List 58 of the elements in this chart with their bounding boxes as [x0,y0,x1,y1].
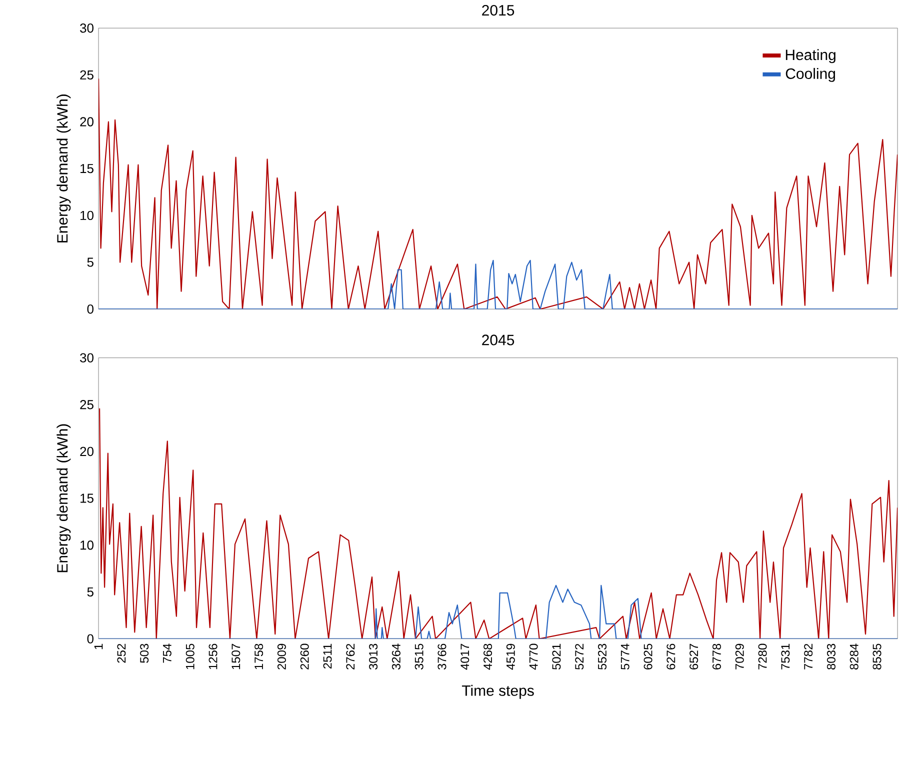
x-tick-label: 3766 [438,644,446,670]
y-tick-label: 5 [87,258,94,267]
y-tick-label: 5 [87,587,94,597]
x-tick-label: 1256 [208,644,218,670]
x-tick-label: 7280 [758,644,767,670]
x-tick-label: 8033 [826,644,836,670]
x-tick-label: 6527 [690,644,698,670]
x-tick-label: 754 [163,644,172,663]
x-tick-label: 1005 [186,644,194,670]
x-tick-label: 2260 [300,644,309,670]
y-tick-label: 30 [80,353,94,362]
x-tick-label: 4017 [460,644,470,670]
x-tick-label: 7531 [781,644,790,670]
x-tick-label: 1 [94,644,103,650]
x-tick-label: 6276 [666,644,676,670]
y-tick-label: 30 [80,23,94,33]
x-tick-label: 7029 [735,644,744,670]
x-tick-label: 503 [140,644,149,663]
x-tick-label: 4519 [506,644,515,670]
y-tick-label: 20 [80,117,94,126]
x-tick-label: 1758 [254,644,264,670]
y-axis-title: Energy demand (kWh) [56,424,71,572]
line-series [98,260,898,310]
x-tick-label: 3515 [414,644,424,670]
x-tick-label: 8284 [850,644,858,670]
x-tick-label: 2009 [277,644,286,670]
chart-title: 2045 [482,334,514,346]
x-tick-label: 6778 [712,644,721,670]
x-axis-title: Time steps [462,684,534,699]
y-tick-label: 20 [80,446,94,456]
x-tick-label: 6025 [644,644,652,670]
x-tick-label: 4770 [529,644,538,670]
x-tick-label: 4268 [484,644,492,670]
x-tick-label: 1507 [232,644,240,670]
x-tick-label: 5523 [598,644,606,670]
y-tick-label: 15 [80,494,94,503]
x-tick-label: 252 [117,644,126,663]
y-tick-label: 0 [87,304,94,314]
legend-label: Heating [786,49,836,64]
y-tick-label: 15 [80,164,94,174]
y-tick-label: 10 [80,540,94,550]
x-tick-label: 3264 [392,644,400,670]
y-tick-label: 25 [80,70,94,80]
x-tick-label: 5272 [575,644,584,670]
x-tick-label: 2762 [346,644,355,670]
y-axis-title: Energy demand (kWh) [56,94,71,242]
x-tick-label: 8535 [872,644,882,670]
x-tick-label: 2511 [323,644,332,669]
y-tick-label: 0 [87,634,94,644]
legend-label: Cooling [786,68,836,82]
y-tick-label: 10 [80,210,94,220]
x-tick-label: 5021 [552,644,561,670]
x-tick-label: 5774 [620,644,630,670]
line-series [98,408,898,639]
x-tick-label: 7782 [804,644,813,670]
chart-title: 2015 [482,4,514,16]
y-tick-label: 25 [80,400,94,410]
x-tick-label: 3013 [369,644,378,670]
